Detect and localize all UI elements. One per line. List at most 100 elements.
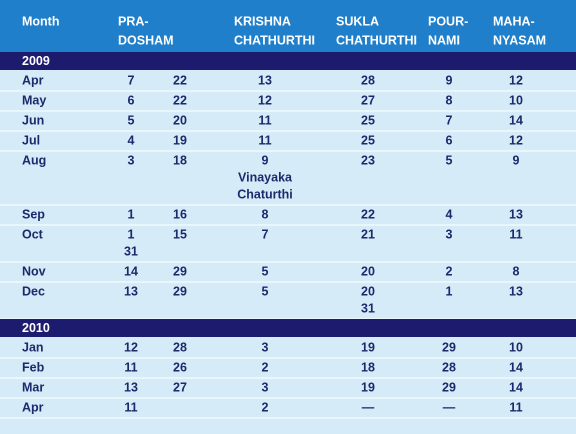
table-cell: 9 (513, 153, 520, 167)
table-cell: 29 (442, 380, 456, 394)
table-cell: 11 (258, 113, 271, 127)
column-header: DOSHAM (118, 33, 174, 47)
table-cell: 6 (446, 133, 453, 147)
month-label: Aug (22, 153, 46, 167)
table-cell: 11 (124, 400, 137, 414)
table-cell: 5 (262, 264, 269, 278)
table-cell: 13 (509, 207, 523, 221)
table-cell: 15 (173, 227, 187, 241)
table-cell: 23 (361, 153, 375, 167)
column-header: SUKLA (336, 14, 379, 28)
table-cell: 6 (128, 93, 135, 107)
column-header: KRISHNA (234, 14, 291, 28)
table-cell: 11 (258, 133, 271, 147)
table-cell: 28 (442, 360, 456, 374)
table-cell: 20 (361, 264, 375, 278)
table-cell: 22 (361, 207, 375, 221)
table-cell: 4 (446, 207, 453, 221)
table-cell: 13 (258, 73, 272, 87)
table-cell: 16 (173, 207, 187, 221)
table-cell: 7 (262, 227, 269, 241)
table-cell: 31 (361, 301, 375, 315)
table-cell: 9 (446, 73, 453, 87)
table-cell: 31 (124, 244, 138, 258)
table-cell: 2 (262, 400, 269, 414)
table-cell: 12 (258, 93, 272, 107)
table-cell: 28 (173, 340, 187, 354)
table-cell: 13 (124, 380, 138, 394)
table-cell: 27 (173, 380, 187, 394)
table-cell: 11 (509, 400, 522, 414)
table-cell: 25 (361, 133, 375, 147)
table-cell: 13 (509, 284, 523, 298)
table-cell: 10 (509, 93, 523, 107)
table-cell: 1 (128, 227, 135, 241)
table-cell: 19 (361, 340, 375, 354)
column-header: CHATHURTHI (336, 33, 417, 47)
table-cell: 1 (446, 284, 453, 298)
table-cell: 14 (124, 264, 138, 278)
table-cell: 9 (262, 153, 269, 167)
month-label: Jul (22, 133, 40, 147)
table-cell: 5 (446, 153, 453, 167)
month-label: Sep (22, 207, 45, 221)
table-cell: 14 (509, 360, 523, 374)
month-label: Apr (22, 73, 44, 87)
month-label: May (22, 93, 46, 107)
table-cell: 3 (128, 153, 135, 167)
month-label: Nov (22, 264, 46, 278)
table-cell: 3 (262, 380, 269, 394)
table-cell: 19 (173, 133, 187, 147)
table-cell: 20 (173, 113, 187, 127)
table-cell: 4 (128, 133, 135, 147)
table-cell: 1 (128, 207, 135, 221)
table-cell: 10 (509, 340, 523, 354)
table-cell: 12 (509, 133, 523, 147)
table-cell: 12 (509, 73, 523, 87)
table-cell: 29 (173, 264, 187, 278)
table-cell: — (443, 400, 456, 414)
table-cell: Chaturthi (237, 187, 293, 201)
table-cell: 22 (173, 93, 187, 107)
month-label: Jun (22, 113, 44, 127)
table-cell: 3 (446, 227, 453, 241)
table-cell: 18 (361, 360, 375, 374)
table-cell: — (362, 400, 375, 414)
table-cell: 28 (361, 73, 375, 87)
table-cell: 19 (361, 380, 375, 394)
column-header: PRA- (118, 14, 149, 28)
column-header: NAMI (428, 33, 460, 47)
table-cell: 29 (173, 284, 187, 298)
year-bar (0, 52, 576, 70)
table-cell: 12 (124, 340, 138, 354)
table-cell: 25 (361, 113, 375, 127)
table-cell: 14 (509, 113, 523, 127)
table-cell: 20 (361, 284, 375, 298)
column-header: MAHA- (493, 14, 535, 28)
column-header: NYASAM (493, 33, 546, 47)
table-cell: 18 (173, 153, 187, 167)
month-label: Apr (22, 400, 44, 414)
table-cell: 22 (173, 73, 187, 87)
table-cell: 7 (446, 113, 453, 127)
table-cell: 2 (262, 360, 269, 374)
table-cell: 8 (513, 264, 520, 278)
table-cell: 27 (361, 93, 375, 107)
column-header: CHATHURTHI (234, 33, 315, 47)
table-cell: 13 (124, 284, 138, 298)
table-cell: 8 (262, 207, 269, 221)
table-cell: 7 (128, 73, 135, 87)
table-cell: 26 (173, 360, 187, 374)
month-label: Oct (22, 227, 44, 241)
table-cell: 29 (442, 340, 456, 354)
header-bg (0, 0, 576, 52)
table-cell: 3 (262, 340, 269, 354)
year-bar (0, 319, 576, 337)
table-cell: 11 (509, 227, 522, 241)
month-label: Jan (22, 340, 44, 354)
table-cell: 14 (509, 380, 523, 394)
month-label: Feb (22, 360, 45, 374)
